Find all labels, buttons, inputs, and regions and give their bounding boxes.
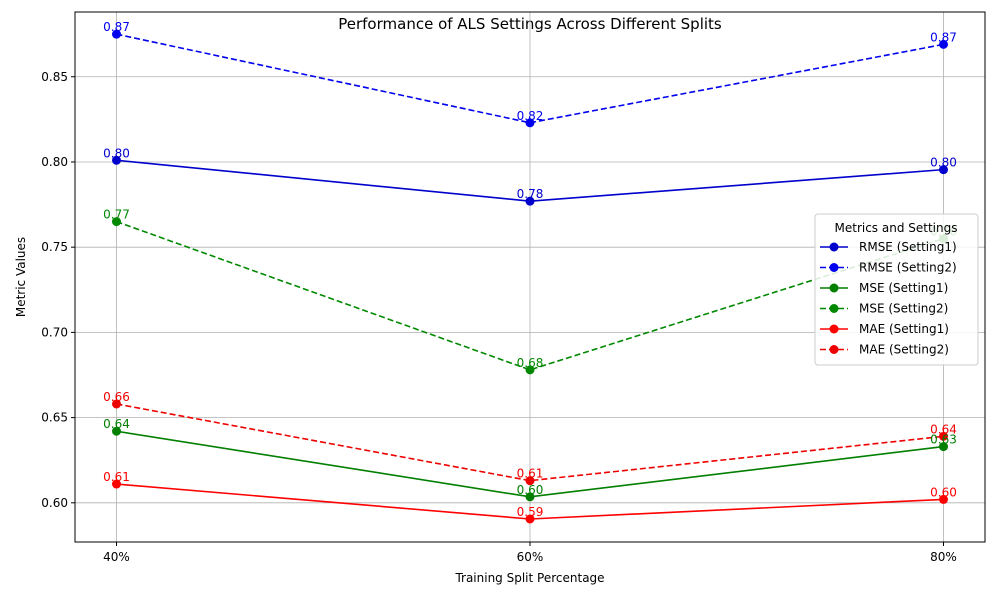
data-point bbox=[939, 39, 948, 49]
data-label: 0.82 bbox=[517, 109, 544, 123]
y-tick-label: 0.70 bbox=[41, 325, 68, 339]
data-label: 0.80 bbox=[930, 156, 957, 170]
data-label: 0.80 bbox=[103, 146, 130, 160]
y-axis-title: Metric Values bbox=[14, 237, 28, 317]
data-label: 0.66 bbox=[103, 390, 130, 404]
legend-marker bbox=[829, 304, 839, 313]
legend-marker bbox=[829, 283, 839, 293]
series-line bbox=[116, 403, 944, 482]
data-point bbox=[525, 118, 535, 128]
legend-marker bbox=[829, 324, 839, 334]
legend-item: RMSE (Setting1) bbox=[820, 240, 957, 254]
data-point bbox=[525, 492, 535, 502]
y-tick-label: 0.60 bbox=[41, 496, 68, 510]
data-point bbox=[112, 399, 121, 409]
legend-label: MAE (Setting1) bbox=[859, 322, 949, 336]
data-label: 0.61 bbox=[517, 467, 544, 481]
x-tick-label: 40% bbox=[103, 550, 130, 564]
y-tick-label: 0.80 bbox=[41, 155, 68, 169]
data-label: 0.64 bbox=[103, 417, 130, 431]
data-label: 0.64 bbox=[930, 422, 957, 436]
data-point bbox=[112, 426, 121, 436]
data-point bbox=[939, 165, 948, 175]
data-label: 0.77 bbox=[103, 208, 130, 222]
series-line bbox=[116, 220, 944, 371]
data-point bbox=[112, 155, 121, 165]
legend-marker bbox=[829, 345, 839, 354]
series-line bbox=[116, 33, 944, 124]
data-point bbox=[525, 196, 535, 206]
legend-box bbox=[814, 213, 979, 366]
legend-item: MSE (Setting2) bbox=[820, 302, 948, 316]
x-axis-title: Training Split Percentage bbox=[454, 571, 604, 585]
x-tick-label: 60% bbox=[517, 550, 544, 564]
data-point bbox=[525, 514, 535, 524]
legend-item: RMSE (Setting2) bbox=[820, 261, 957, 275]
x-tick-label: 80% bbox=[930, 550, 957, 564]
legend-label: MAE (Setting2) bbox=[859, 343, 949, 357]
axes: 40% 60% 80% 0.60 0.65 0.70 0.75 0.80 0.85 bbox=[41, 70, 957, 564]
legend-marker bbox=[829, 242, 839, 252]
legend-label: MSE (Setting2) bbox=[859, 302, 948, 316]
data-point bbox=[939, 494, 948, 504]
legend-title: Metrics and Settings bbox=[835, 221, 958, 235]
legend-item: MAE (Setting2) bbox=[820, 343, 949, 357]
data-point bbox=[112, 217, 121, 227]
data-label: 0.87 bbox=[930, 30, 957, 44]
data-point bbox=[112, 479, 121, 489]
legend-label: RMSE (Setting2) bbox=[859, 261, 957, 275]
data-label: 0.60 bbox=[930, 485, 957, 499]
data-point bbox=[525, 365, 535, 375]
y-tick-label: 0.85 bbox=[41, 70, 68, 84]
data-point bbox=[939, 442, 948, 452]
data-label: 0.60 bbox=[517, 483, 544, 497]
data-label: 0.78 bbox=[517, 187, 544, 201]
data-label: 0.68 bbox=[517, 356, 544, 370]
data-label: 0.87 bbox=[103, 20, 130, 34]
data-label: 0.59 bbox=[517, 505, 544, 519]
legend-item: MSE (Setting1) bbox=[820, 281, 948, 295]
data-point bbox=[112, 29, 121, 39]
legend-label: MSE (Setting1) bbox=[859, 281, 948, 295]
legend-marker bbox=[829, 263, 839, 272]
legend-item: MAE (Setting1) bbox=[820, 322, 949, 336]
y-tick-label: 0.65 bbox=[41, 411, 68, 425]
y-tick-label: 0.75 bbox=[41, 240, 68, 254]
data-point bbox=[939, 431, 948, 441]
legend: Metrics and Settings RMSE (Setting1) RMSE… bbox=[814, 213, 979, 366]
data-labels: 0.80 0.78 0.80 0.87 0.82 0.87 0.64 0.60 0.63 0.77… bbox=[103, 20, 957, 519]
data-label: 0.61 bbox=[103, 470, 130, 484]
data-point bbox=[525, 476, 535, 486]
series bbox=[112, 29, 948, 524]
legend-label: RMSE (Setting1) bbox=[859, 240, 957, 254]
data-label: 0.63 bbox=[930, 433, 957, 447]
